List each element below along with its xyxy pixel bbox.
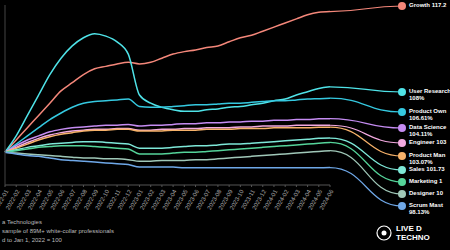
svg-text:2023-03: 2023-03 <box>150 188 167 211</box>
svg-text:2024-06: 2024-06 <box>318 188 335 211</box>
svg-text:2023-10: 2023-10 <box>228 188 245 211</box>
svg-text:2023-04: 2023-04 <box>161 188 178 211</box>
svg-text:2023-01: 2023-01 <box>127 188 144 211</box>
html-text:103.07%: 103.07% <box>409 159 433 165</box>
html-text:Growth 117.2: Growth 117.2 <box>409 2 447 8</box>
svg-text:2022-05: 2022-05 <box>38 188 55 211</box>
html-text:Data Science: Data Science <box>409 124 447 130</box>
html-text:LIVE D: LIVE D <box>396 224 422 233</box>
svg-text:2024-05: 2024-05 <box>307 188 324 211</box>
html-text:Product Man: Product Man <box>409 152 446 158</box>
svg-text:2022-12: 2022-12 <box>116 188 133 211</box>
svg-text:2022-07: 2022-07 <box>60 188 77 211</box>
html-text:sample of 89M+ white-collar pr: sample of 89M+ white-collar professional… <box>2 228 114 234</box>
svg-text:2024-04: 2024-04 <box>295 188 313 211</box>
svg-text:2023-02: 2023-02 <box>139 188 156 211</box>
html-text:108%: 108% <box>409 95 425 101</box>
svg-text:2024-03: 2024-03 <box>284 188 301 211</box>
svg-text:2023-12: 2023-12 <box>251 188 268 211</box>
svg-text:2023-06: 2023-06 <box>183 188 201 211</box>
html-text:User Research: User Research <box>409 88 450 94</box>
html-text:Designer 10: Designer 10 <box>409 190 443 196</box>
html-text:106.61%: 106.61% <box>409 115 433 121</box>
svg-text:2024-01: 2024-01 <box>262 188 279 211</box>
svg-text:2023-07: 2023-07 <box>195 188 212 211</box>
html-text:Engineer 103: Engineer 103 <box>409 139 447 145</box>
svg-text:2022-11: 2022-11 <box>105 188 122 211</box>
html-text:Marketing 1: Marketing 1 <box>409 178 443 184</box>
html-text:104.11%: 104.11% <box>409 131 433 137</box>
svg-text:2022-03: 2022-03 <box>15 188 32 211</box>
html-text:TECHNO: TECHNO <box>396 233 430 242</box>
svg-text:2024-02: 2024-02 <box>273 188 290 211</box>
svg-text:2022-08: 2022-08 <box>71 188 88 211</box>
html-text:Sales 101.73: Sales 101.73 <box>409 166 445 172</box>
svg-text:2022-06: 2022-06 <box>49 188 66 211</box>
svg-text:2023-05: 2023-05 <box>172 188 189 211</box>
svg-text:2023-09: 2023-09 <box>217 188 234 211</box>
svg-text:2023-11: 2023-11 <box>240 188 257 211</box>
html-text:Product Own: Product Own <box>409 108 447 114</box>
svg-text:2023-08: 2023-08 <box>206 188 223 211</box>
svg-text:2022-10: 2022-10 <box>94 188 111 211</box>
svg-text:2022-09: 2022-09 <box>83 188 100 211</box>
html-text:d to Jan 1, 2022 = 100: d to Jan 1, 2022 = 100 <box>2 237 62 243</box>
html-text:98.13%: 98.13% <box>409 209 430 215</box>
svg-text:2022-04: 2022-04 <box>27 188 44 211</box>
html-text:Scrum Mast: Scrum Mast <box>409 202 443 208</box>
html-text:a Technologies: a Technologies <box>2 219 42 225</box>
